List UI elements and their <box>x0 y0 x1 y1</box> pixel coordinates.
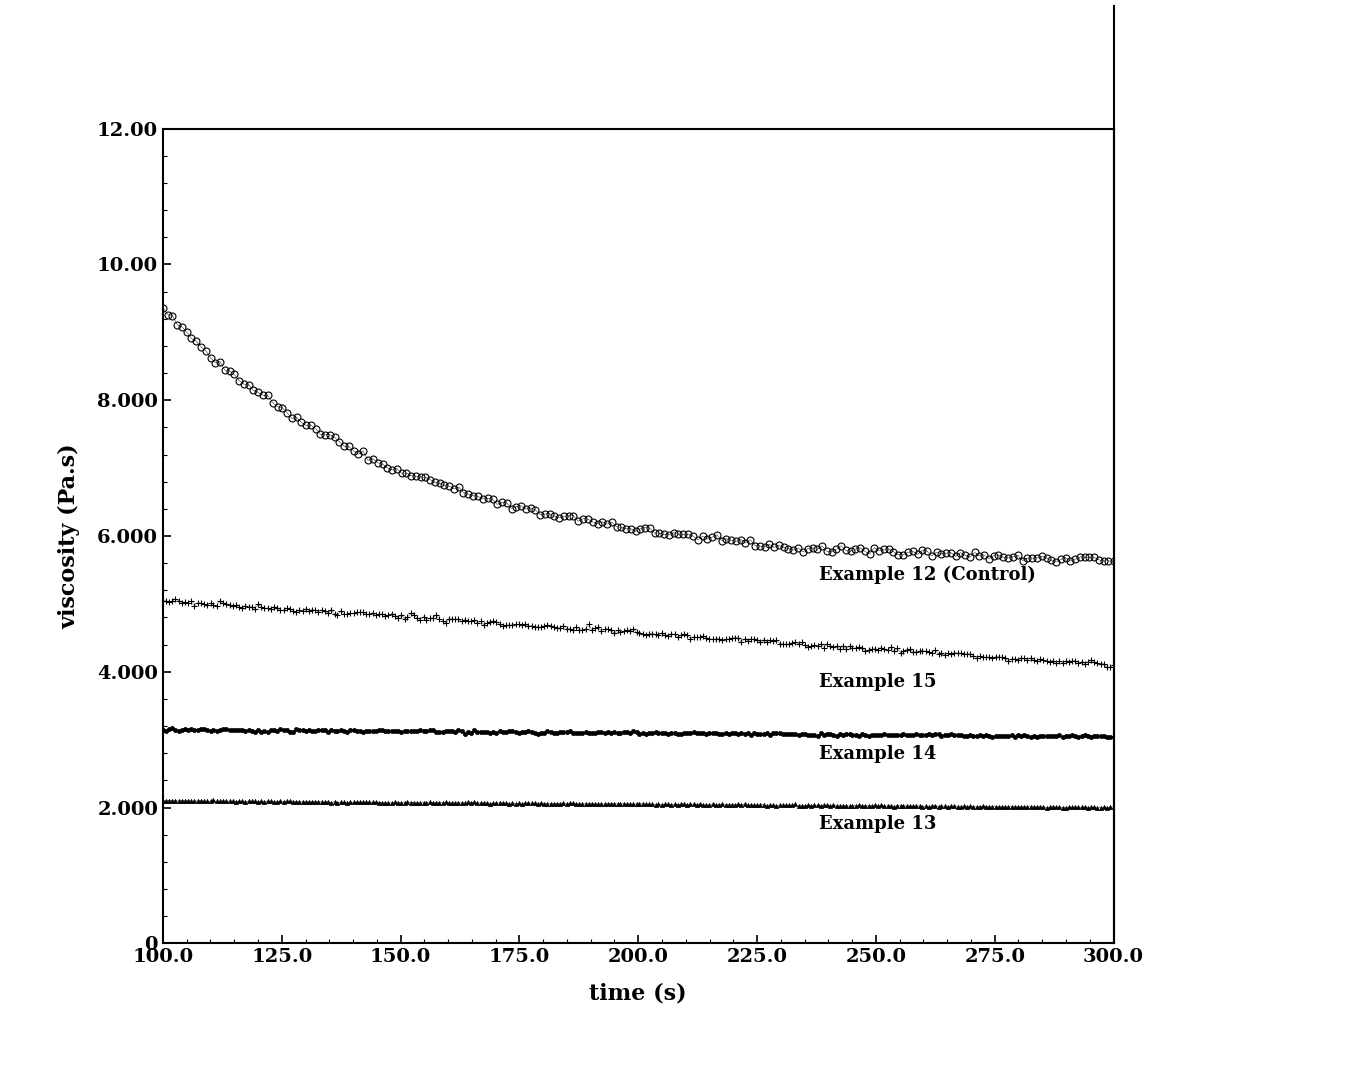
Y-axis label: viscosity (Pa.s): viscosity (Pa.s) <box>58 443 80 629</box>
X-axis label: time (s): time (s) <box>589 983 687 1004</box>
Text: Example 12 (Control): Example 12 (Control) <box>819 566 1036 584</box>
Text: Example 14: Example 14 <box>819 745 936 762</box>
Text: Example 13: Example 13 <box>819 816 936 833</box>
Text: Example 15: Example 15 <box>819 673 937 690</box>
